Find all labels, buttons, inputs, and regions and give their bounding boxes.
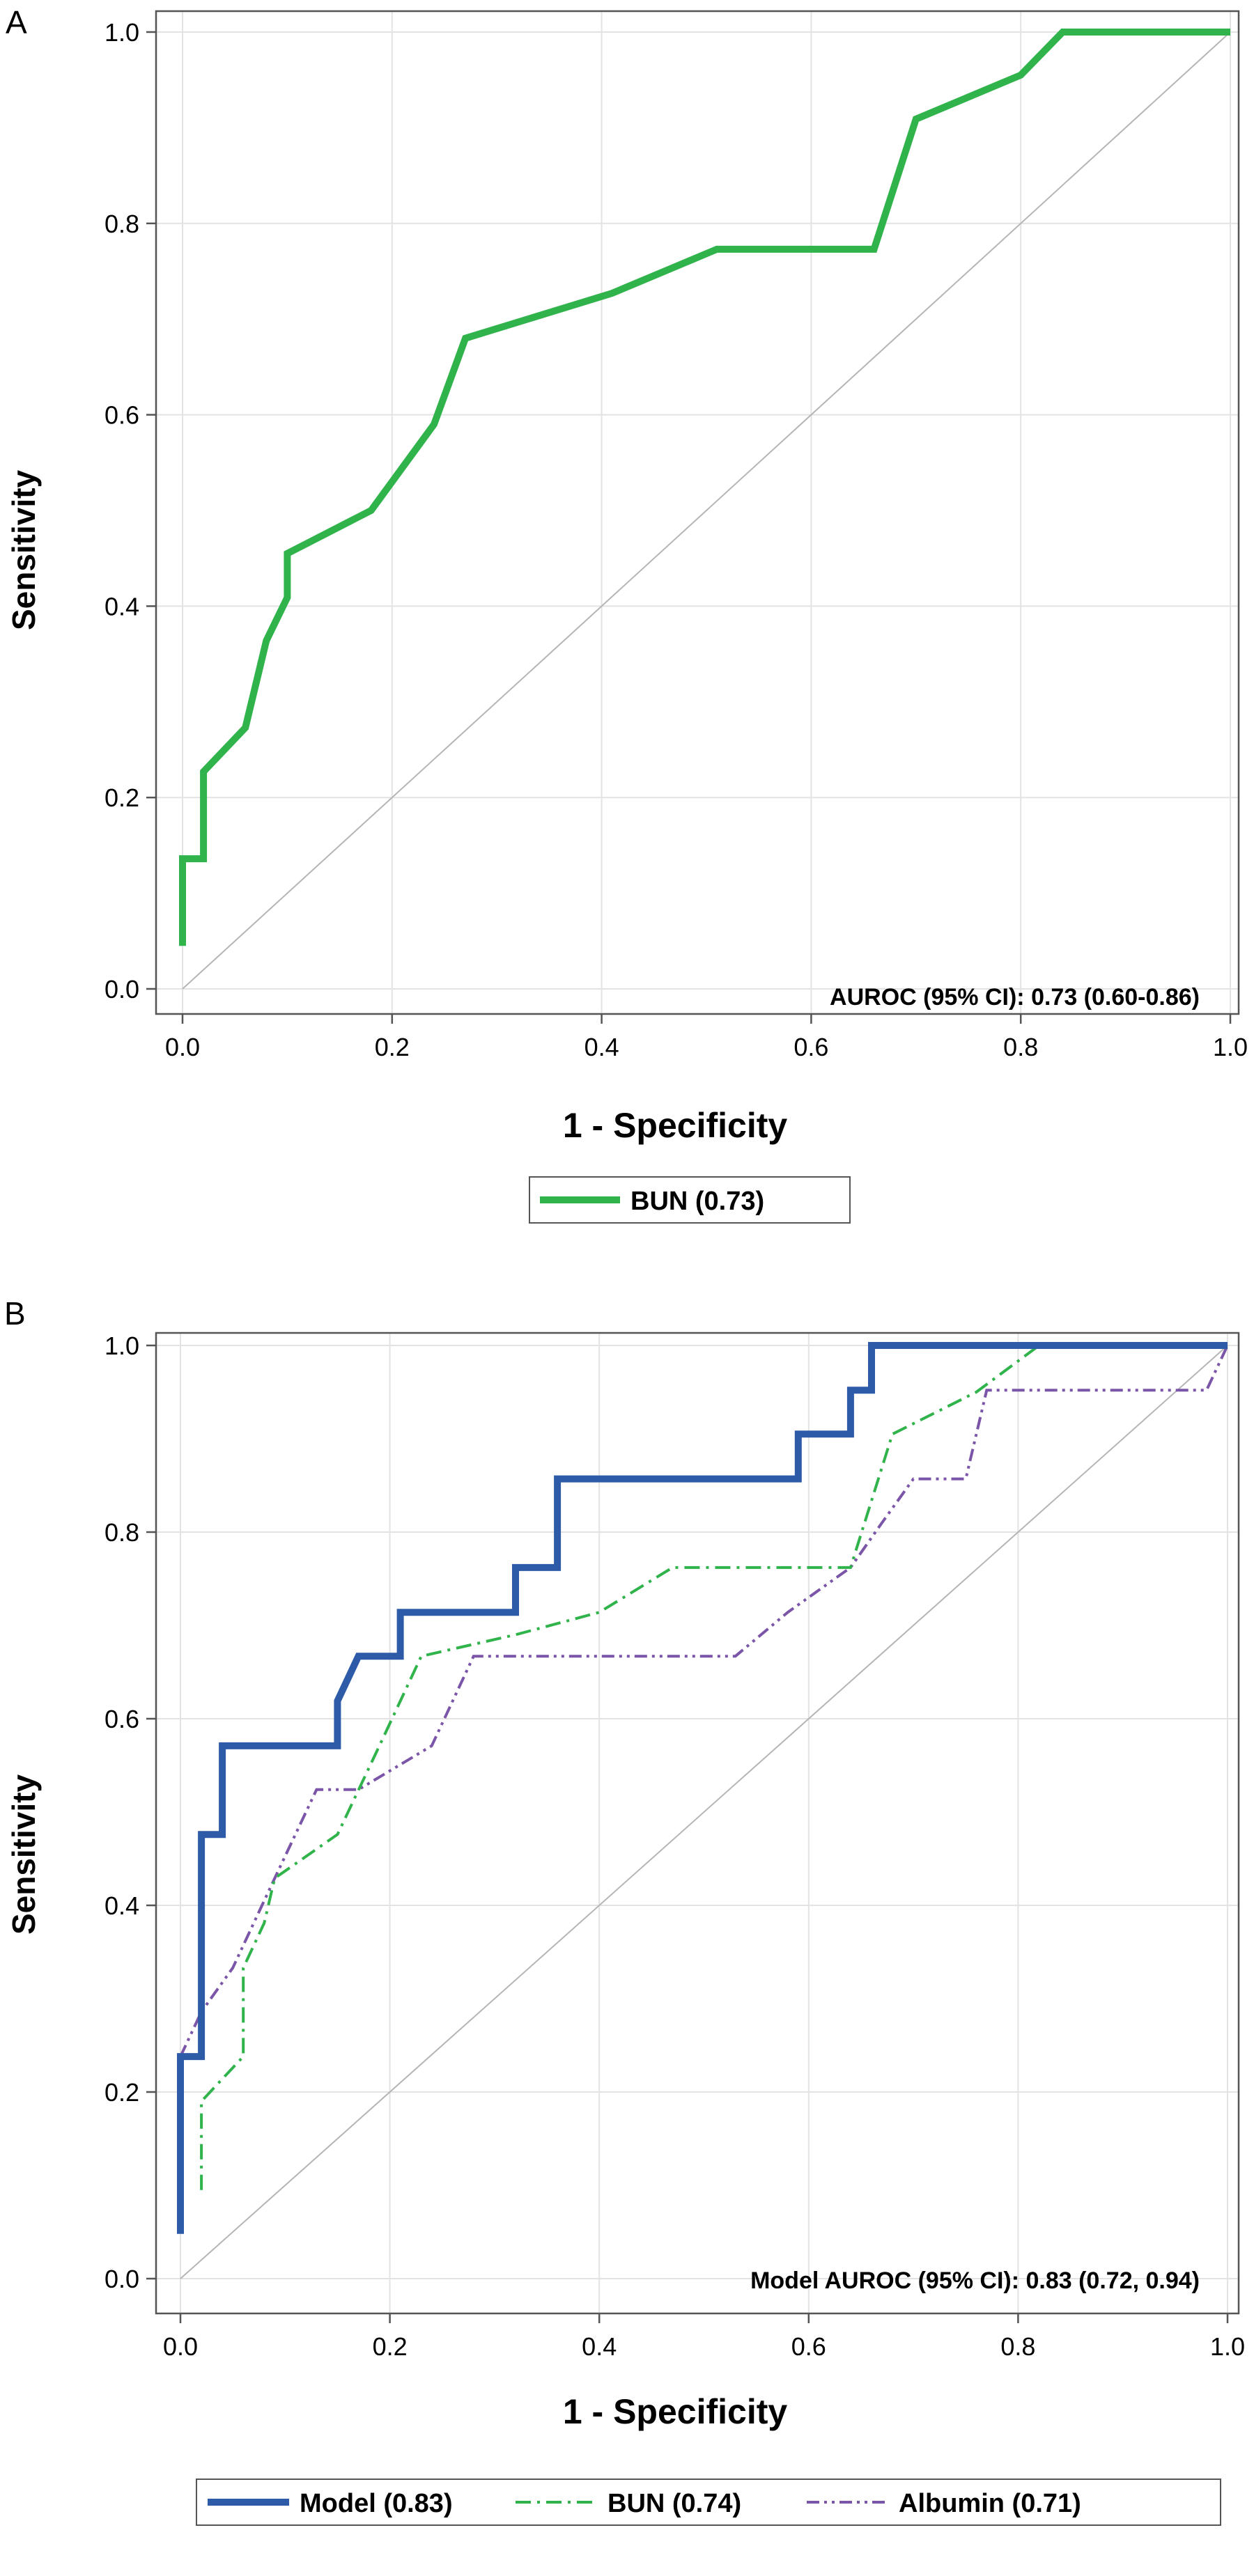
y-tick-label: 0.8 <box>104 210 139 238</box>
legend: Model (0.83) BUN (0.74) Albumin (0.71) <box>196 2479 1221 2526</box>
x-tick-label: 0.6 <box>791 2332 826 2361</box>
x-tick-label: 0.2 <box>375 1033 410 1061</box>
roc-curve-model <box>177 1342 1228 2234</box>
panel-letter: B <box>4 1295 26 1332</box>
legend-label-albumin: Albumin (0.71) <box>899 2489 1081 2518</box>
legend-frame <box>529 1176 851 1224</box>
y-tick-label: 0.2 <box>104 783 139 812</box>
x-tick-label: 0.8 <box>1000 2332 1035 2361</box>
x-tick-label: 0.4 <box>582 2332 617 2361</box>
y-tick-label: 0.4 <box>104 1891 139 1920</box>
x-axis-label: 1 - Specificity <box>563 1106 788 1145</box>
x-tick-label: 0.0 <box>165 1033 200 1061</box>
auroc-annotation: AUROC (95% CI): 0.73 (0.60-0.86) <box>830 984 1200 1010</box>
x-tick-label: 0.2 <box>373 2332 408 2361</box>
y-tick-label: 0.6 <box>104 1705 139 1733</box>
x-tick-label: 0.8 <box>1003 1033 1038 1061</box>
y-tick-label: 0.6 <box>104 401 139 430</box>
reference-diagonal <box>182 31 1231 990</box>
legend-frame <box>196 2479 1221 2526</box>
reference-diagonal <box>180 1345 1228 2279</box>
x-tick-label: 1.0 <box>1210 2332 1245 2361</box>
panel-a: A 0.0 0.2 0.4 0.6 0.8 1.0 0.0 0.2 0.4 0.6 0.8 1.0 S… <box>6 4 1248 1224</box>
y-tick-label: 0.2 <box>104 2078 139 2107</box>
y-tick-label: 0.8 <box>104 1518 139 1547</box>
y-tick-label: 0.0 <box>104 975 139 1004</box>
y-tick-label: 0.0 <box>104 2265 139 2293</box>
plot-area: 0.0 0.2 0.4 0.6 0.8 1.0 0.0 0.2 0.4 0.6 0.8 1.0 <box>104 1332 1245 2361</box>
y-tick-label: 1.0 <box>104 1332 139 1360</box>
legend: BUN (0.73) <box>529 1176 851 1224</box>
panel-b: B 0.0 0.2 0.4 0.6 0.8 1.0 0.0 0.2 0.4 0.6 0.8 1.0 S… <box>4 1295 1245 2526</box>
plot-area: 0.0 0.2 0.4 0.6 0.8 1.0 0.0 0.2 0.4 0.6 0.8 1.0 <box>104 10 1248 1061</box>
x-tick-label: 1.0 <box>1213 1033 1248 1061</box>
roc-curve-bun <box>179 29 1230 946</box>
y-tick-label: 1.0 <box>104 18 139 47</box>
x-tick-label: 0.6 <box>794 1033 828 1061</box>
panel-letter: A <box>6 4 27 40</box>
auroc-annotation: Model AUROC (95% CI): 0.83 (0.72, 0.94) <box>750 2267 1200 2294</box>
y-axis-label: Sensitivity <box>6 1774 42 1935</box>
plot-background <box>156 11 1239 1014</box>
x-axis-label: 1 - Specificity <box>563 2392 788 2431</box>
x-tick-label: 0.4 <box>585 1033 619 1061</box>
x-tick-label: 0.0 <box>163 2332 198 2361</box>
plot-frame <box>155 10 1240 1015</box>
legend-label-model: Model (0.83) <box>300 2489 453 2518</box>
y-tick-label: 0.4 <box>104 592 139 620</box>
legend-label-bun: BUN (0.73) <box>630 1187 764 1216</box>
legend-label-bun: BUN (0.74) <box>607 2489 741 2518</box>
roc-curve-albumin <box>179 1345 1229 2057</box>
plot-frame <box>155 1332 1240 2315</box>
y-axis-label: Sensitivity <box>6 470 42 631</box>
